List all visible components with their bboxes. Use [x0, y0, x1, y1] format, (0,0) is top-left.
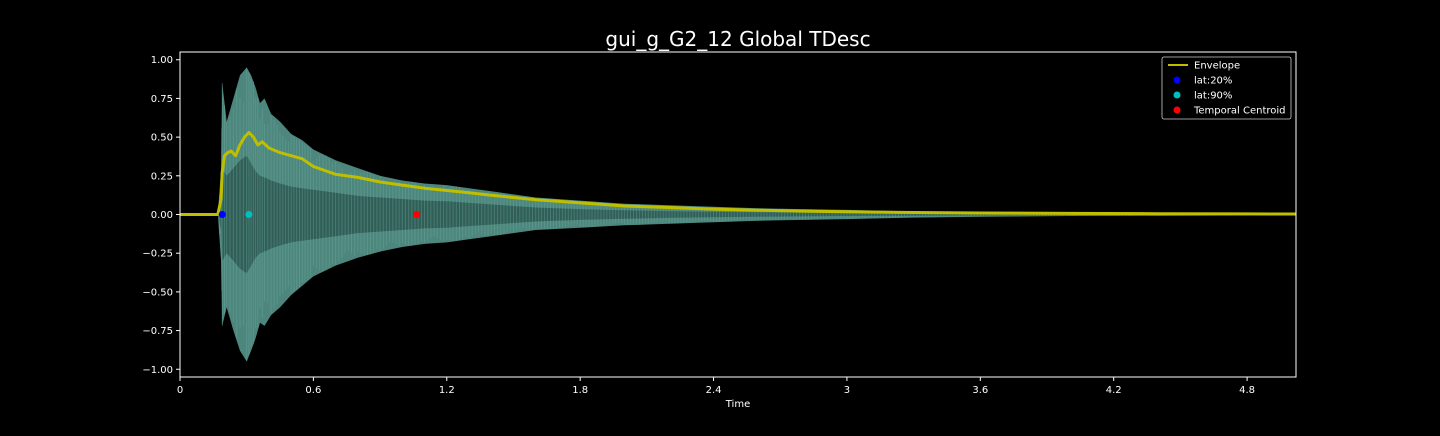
- y-tick-label: −0.75: [142, 326, 173, 337]
- x-axis-label: Time: [725, 399, 750, 410]
- y-tick-label: 1.00: [151, 55, 173, 66]
- legend-label: Temporal Centroid: [1193, 106, 1286, 117]
- x-tick-label: 1.8: [572, 385, 588, 396]
- legend: Envelope lat:20% lat:90% Temporal Centroid: [1161, 56, 1292, 120]
- x-tick-label: 0: [177, 385, 183, 396]
- y-tick-label: −0.50: [142, 287, 173, 298]
- y-tick-label: 0.50: [151, 133, 173, 144]
- y-tick-label: 0.75: [151, 94, 173, 105]
- envelope-line: [180, 131, 1297, 216]
- legend-box: [1161, 56, 1292, 120]
- x-tick-label: 3.6: [972, 385, 988, 396]
- x-tick-label: 0.6: [305, 385, 321, 396]
- x-axis: 0 0.6 1.2 1.8 2.4 3 3.6 4.2 4.8: [177, 377, 1255, 396]
- y-tick-label: −0.25: [142, 249, 173, 260]
- legend-marker-swatch: [1173, 106, 1181, 114]
- x-tick-label: 2.4: [706, 385, 722, 396]
- y-axis: 1.00 0.75 0.50 0.25 0.00 −0.25 −0.50 −0.75 −1.00: [142, 55, 180, 376]
- waveform-inner: [180, 155, 1296, 274]
- marker-temporal-centroid: [413, 211, 421, 218]
- legend-marker-swatch: [1173, 76, 1181, 84]
- legend-marker-swatch: [1173, 91, 1181, 99]
- legend-label: lat:20%: [1194, 76, 1232, 87]
- y-tick-label: 0.00: [151, 210, 173, 221]
- x-tick-label: 4.8: [1239, 385, 1255, 396]
- chart-title: gui_g_G2_12 Global TDesc: [605, 27, 870, 51]
- y-tick-label: 0.25: [151, 171, 173, 182]
- x-tick-label: 3: [844, 385, 850, 396]
- x-tick-label: 4.2: [1106, 385, 1122, 396]
- legend-label: Envelope: [1194, 61, 1240, 72]
- legend-label: lat:90%: [1194, 91, 1232, 102]
- plot-area: [180, 67, 1297, 362]
- y-tick-label: −1.00: [142, 365, 173, 376]
- marker-lat-20: [218, 211, 226, 218]
- marker-lat-90: [245, 211, 253, 218]
- x-tick-label: 1.2: [439, 385, 455, 396]
